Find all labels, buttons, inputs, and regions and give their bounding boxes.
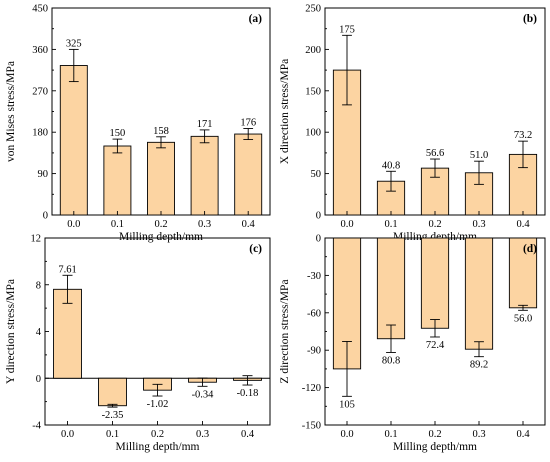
data-label: 56.6 — [426, 148, 444, 159]
bar — [103, 145, 132, 216]
panel-a-von-mises: 0 90 180 270 360 450 325 0.0 150 0.1 158 0.2 171 0.3 1… — [5, 4, 271, 243]
x-tick-label: 0.2 — [151, 429, 164, 440]
x-tick-label: 0.2 — [154, 219, 167, 230]
bar — [98, 377, 127, 407]
data-label: 72.4 — [426, 340, 445, 351]
data-label: -0.18 — [237, 388, 259, 399]
x-axis-label: Milling depth/mm — [115, 441, 199, 453]
data-label: -2.35 — [102, 410, 124, 421]
y-tick-label: -60 — [307, 308, 321, 319]
data-label: 158 — [153, 126, 169, 137]
y-tick-label: -120 — [302, 383, 321, 394]
y-tick-label: 100 — [305, 128, 321, 139]
y-tick-label: 150 — [305, 86, 321, 97]
x-tick-label: 0.1 — [384, 429, 397, 440]
x-axis-label: Milling depth/mm — [119, 231, 203, 243]
x-tick-label: 0.2 — [428, 429, 441, 440]
x-tick-label: 0.4 — [516, 219, 530, 230]
y-tick-label: 0 — [36, 374, 41, 385]
y-tick-label: 50 — [311, 169, 322, 180]
y-tick-label: -90 — [307, 346, 321, 357]
y-axis-label: Y direction stress/MPa — [5, 279, 17, 384]
x-tick-label: 0.0 — [340, 429, 353, 440]
data-label: 80.8 — [382, 355, 400, 366]
y-tick-label: 450 — [32, 4, 48, 15]
y-tick-label: 0 — [43, 211, 48, 222]
data-label: -1.02 — [147, 399, 169, 410]
bar — [464, 237, 494, 350]
x-tick-label: 0.0 — [61, 429, 74, 440]
x-tick-label: 0.1 — [106, 429, 119, 440]
panel-tag: (d) — [523, 243, 537, 255]
y-tick-label: -30 — [307, 271, 321, 282]
y-tick-label: 250 — [305, 4, 321, 15]
x-axis-label: Milling depth/mm — [393, 231, 477, 243]
bar — [420, 237, 450, 329]
y-tick-label: 90 — [38, 169, 49, 180]
x-tick-label: 0.4 — [241, 429, 255, 440]
bar — [147, 141, 175, 216]
data-label: 325 — [66, 38, 82, 49]
y-tick-label: 12 — [31, 234, 42, 245]
data-label: 171 — [197, 119, 213, 130]
y-tick-label: -4 — [32, 421, 41, 432]
x-axis-label: Milling depth/mm — [393, 441, 477, 453]
data-label: -0.34 — [192, 389, 215, 400]
y-tick-label: -150 — [302, 421, 321, 432]
x-tick-label: 0.3 — [472, 429, 485, 440]
panel-tag: (b) — [523, 13, 537, 25]
panel-c-y-direction: -4 0 4 8 12 7.61 0.0 -2.35 0.1 -1.02 0.2 -0.34 0.3 -0… — [5, 234, 271, 453]
y-tick-label: 4 — [36, 327, 42, 338]
y-axis-label: von Mises stress/MPa — [5, 61, 17, 162]
x-tick-label: 0.1 — [384, 219, 397, 230]
x-tick-label: 0.3 — [196, 429, 209, 440]
data-label: 73.2 — [514, 130, 532, 141]
data-label: 175 — [339, 24, 355, 35]
y-tick-label: 0 — [316, 211, 321, 222]
data-label: 51.0 — [470, 150, 488, 161]
data-label: 105 — [339, 399, 355, 410]
panel-d-z-direction: -150 -120 -90 -60 -30 0 105 0.0 80.8 0.1 72.4 0.2 89… — [279, 234, 546, 453]
bar — [190, 135, 219, 216]
x-tick-label: 0.3 — [472, 219, 485, 230]
panel-tag: (a) — [249, 13, 263, 25]
x-tick-label: 0.0 — [67, 219, 80, 230]
panel-tag: (c) — [249, 243, 262, 255]
y-tick-label: 8 — [36, 280, 41, 291]
bar — [376, 237, 406, 340]
data-label: 56.0 — [514, 313, 532, 324]
y-tick-label: 270 — [32, 86, 48, 97]
panel-b-x-direction: 0 50 100 150 200 250 175 0.0 40.8 0.1 56.6 0.2 51.0 0… — [279, 4, 546, 243]
data-label: 40.8 — [382, 160, 400, 171]
x-tick-label: 0.3 — [198, 219, 211, 230]
x-tick-label: 0.1 — [111, 219, 124, 230]
y-tick-label: 360 — [32, 45, 48, 56]
y-axis-label: X direction stress/MPa — [279, 59, 291, 164]
y-tick-label: 200 — [305, 45, 321, 56]
x-tick-label: 0.2 — [428, 219, 441, 230]
bar — [508, 237, 538, 309]
bar — [59, 65, 88, 216]
data-label: 150 — [110, 128, 126, 139]
data-label: 176 — [240, 118, 256, 129]
y-axis-label: Z direction stress/MPa — [279, 279, 291, 383]
x-tick-label: 0.4 — [516, 429, 530, 440]
data-label: 89.2 — [470, 360, 488, 371]
x-tick-label: 0.0 — [340, 219, 353, 230]
y-tick-label: 0 — [316, 234, 321, 245]
x-tick-label: 0.4 — [242, 219, 256, 230]
data-label: 7.61 — [58, 264, 76, 275]
y-tick-label: 180 — [32, 128, 48, 139]
bar — [234, 133, 263, 216]
